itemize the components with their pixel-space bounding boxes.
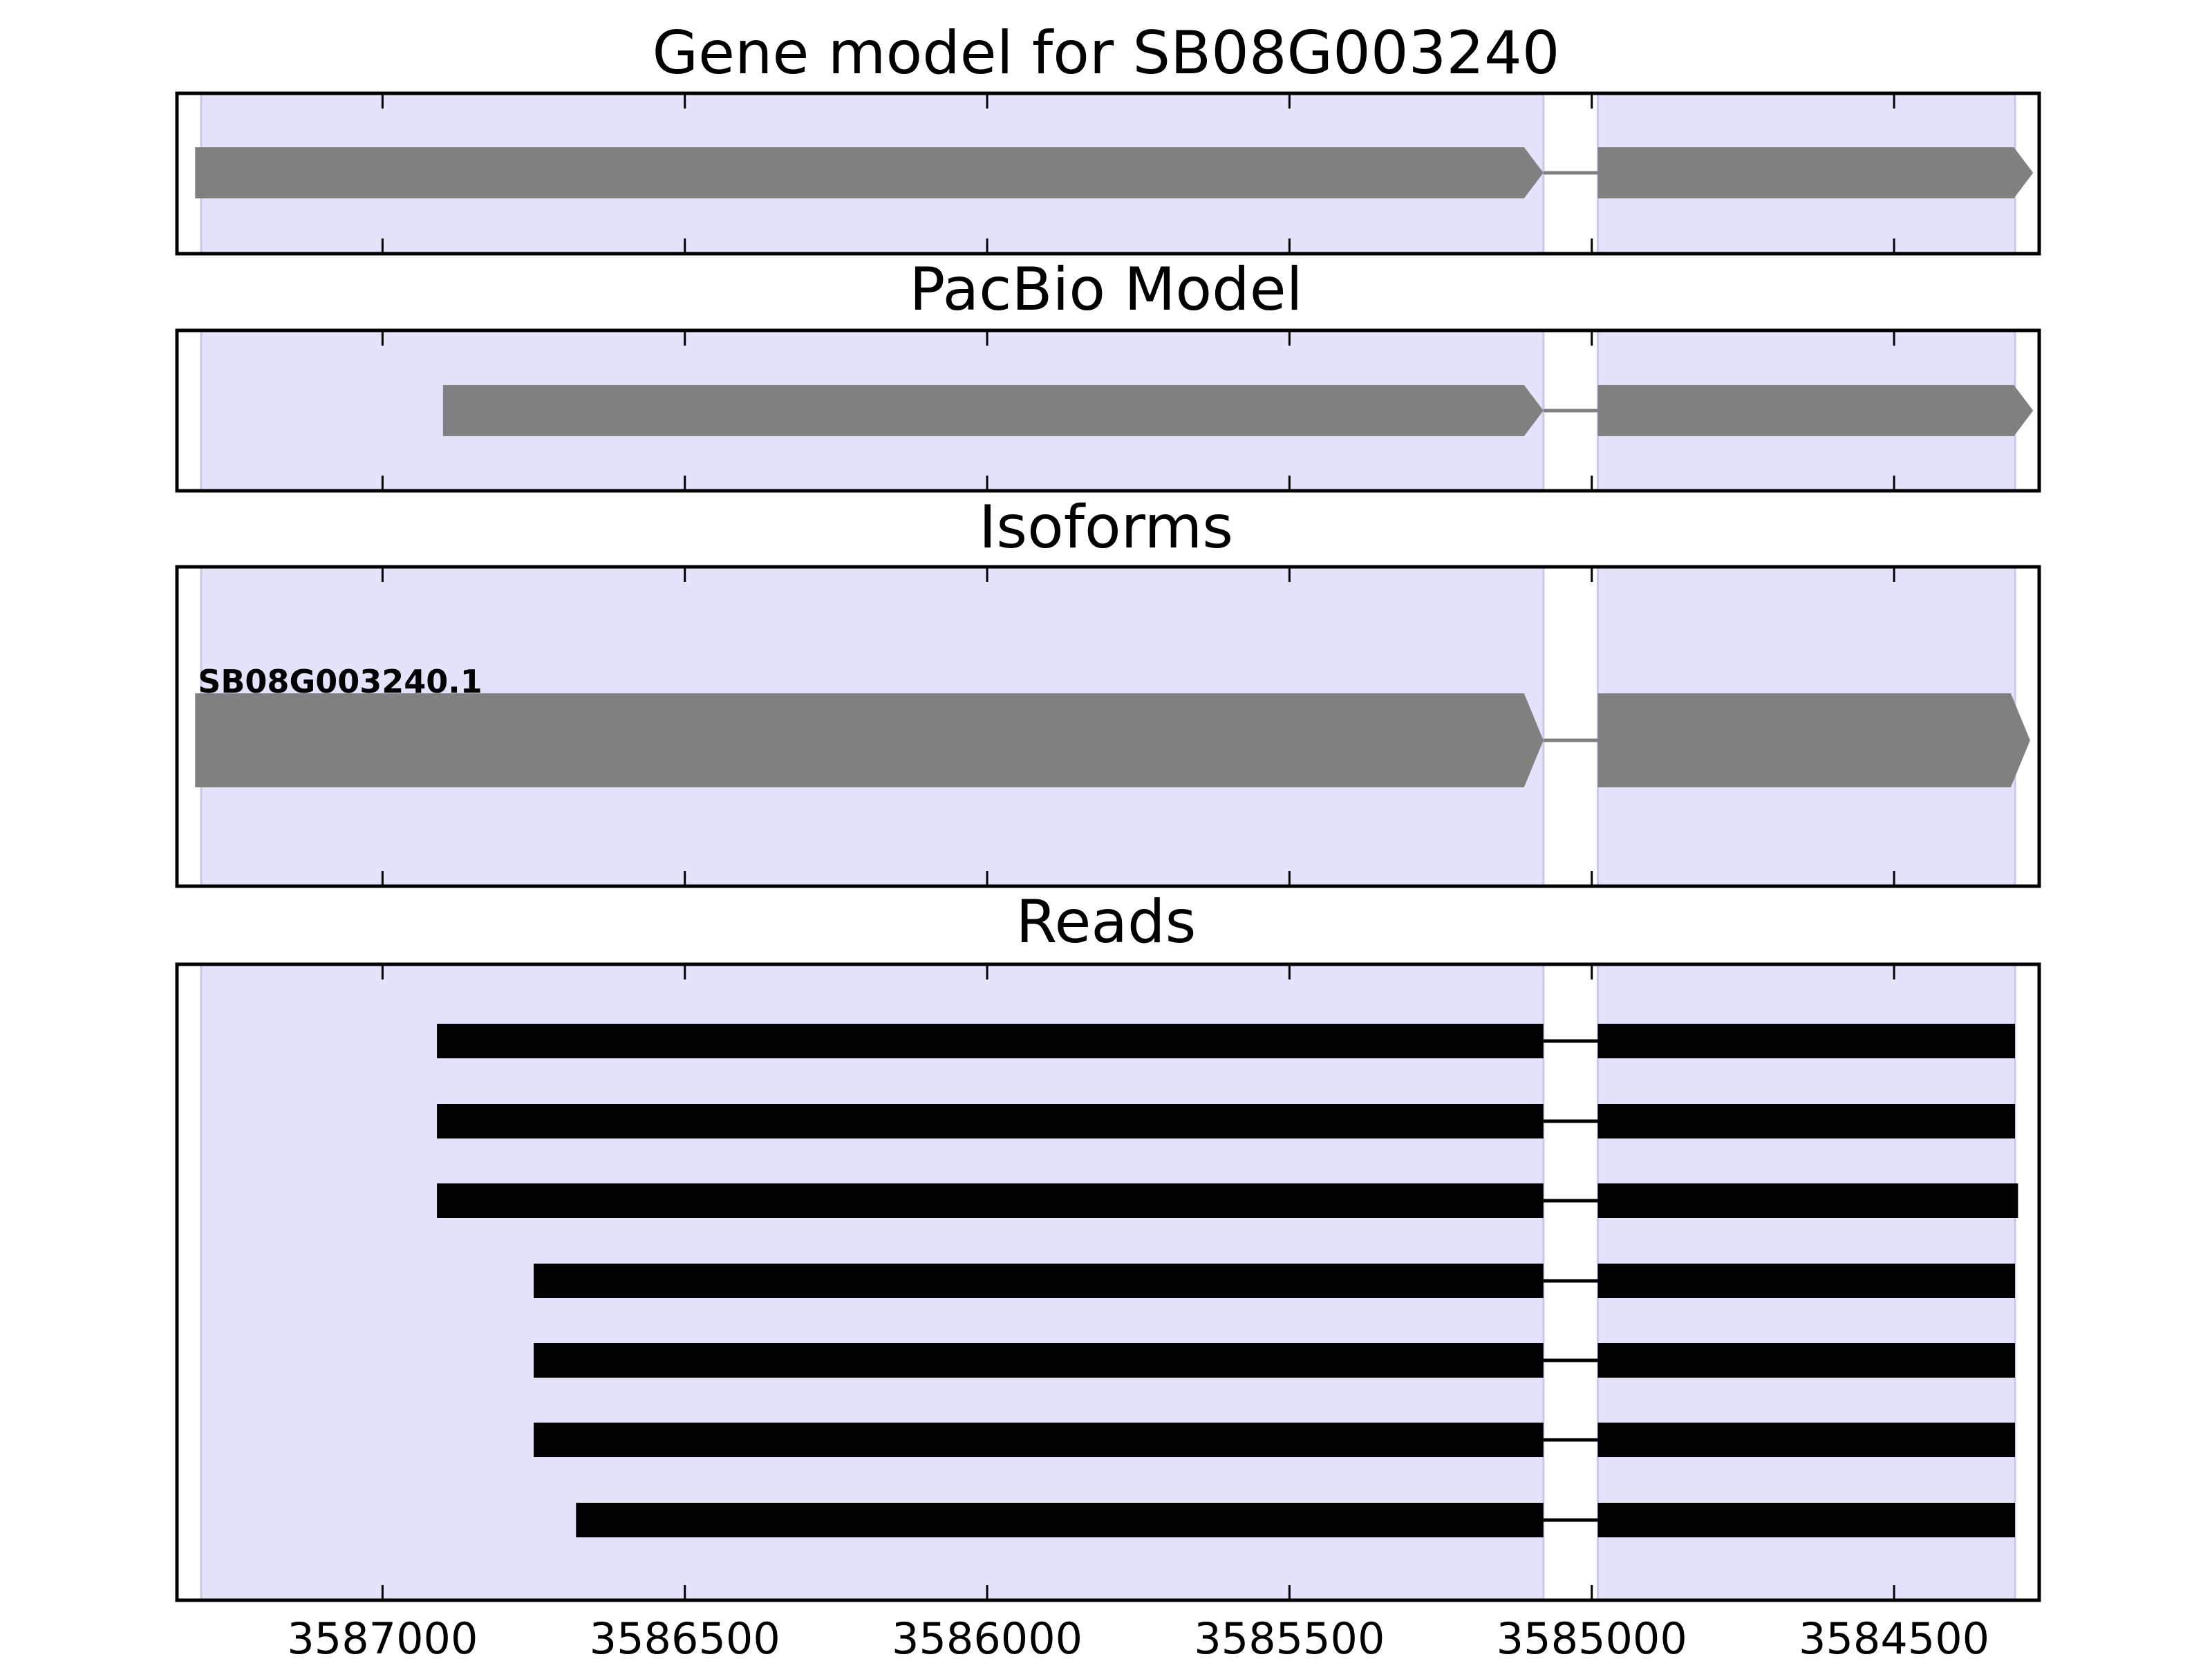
reads-read-exon-1 <box>437 1024 1544 1058</box>
panel-isoforms: Isoforms SB08G003240.1 <box>175 493 2041 888</box>
panel-pacbio-model: PacBio Model <box>175 255 2041 493</box>
reads-read-exon-2 <box>1597 1423 2016 1457</box>
reads-read-6 <box>534 1423 2016 1457</box>
pacbio-transcript-1 <box>442 385 2034 436</box>
panel-reads: Reads <box>175 888 2041 1602</box>
x-tick-label: 3585000 <box>1497 1613 1687 1659</box>
gene-model-exon-arrow-2 <box>1597 147 2034 198</box>
reads-frame <box>175 962 2041 1602</box>
isoform-label: SB08G003240.1 <box>198 663 482 700</box>
reads-read-4 <box>534 1264 2016 1298</box>
pacbio-exon-arrow-1 <box>442 385 1544 436</box>
reads-read-exon-2 <box>1597 1024 2016 1058</box>
reads-read-exon-1 <box>534 1264 1544 1298</box>
gene-model-ticks <box>381 93 1895 254</box>
reads-read-exon-1 <box>576 1503 1544 1537</box>
pacbio-ticks <box>381 330 1895 491</box>
isoforms-features: SB08G003240.1 <box>195 663 2030 787</box>
reads-read-exon-2 <box>1597 1264 2016 1298</box>
reads-read-5 <box>534 1343 2016 1378</box>
x-tick-label: 3586500 <box>590 1613 780 1659</box>
gene-model-frame <box>175 91 2041 256</box>
reads-read-exon-2 <box>1597 1183 2018 1218</box>
reads-read-exon-2 <box>1597 1503 2016 1537</box>
panel-gene-model: Gene model for SB08G003240 <box>175 19 2041 256</box>
isoforms-exon-arrow-1 <box>195 693 1544 787</box>
gene-model-features <box>195 147 2034 198</box>
pacbio-exon-arrow-2 <box>1597 385 2034 436</box>
panel-title-reads: Reads <box>1016 888 1197 957</box>
isoforms-transcript-1: SB08G003240.1 <box>195 663 2030 787</box>
reads-read-1 <box>437 1024 2016 1058</box>
reads-read-exon-1 <box>534 1423 1544 1457</box>
reads-read-exon-1 <box>437 1104 1544 1138</box>
x-tick-label: 3585500 <box>1194 1613 1385 1659</box>
panel-title-pacbio-model: PacBio Model <box>909 255 1302 324</box>
isoforms-ticks <box>381 567 1895 886</box>
isoforms-exon-arrow-2 <box>1597 693 2030 787</box>
reads-read-exon-1 <box>437 1183 1544 1218</box>
reads-read-exon-2 <box>1597 1104 2016 1138</box>
gene-model-transcript-1 <box>195 147 2034 198</box>
x-tick-label: 3586000 <box>892 1613 1082 1659</box>
gene-model-exon-arrow-1 <box>195 147 1544 198</box>
panel-title-isoforms: Isoforms <box>979 493 1233 562</box>
reads-read-3 <box>437 1183 2018 1218</box>
isoforms-frame <box>175 565 2041 888</box>
x-axis-tick-labels: 3587000 3586500 3586000 3585500 3585000 35845… <box>287 1613 1989 1659</box>
x-tick-label: 3584500 <box>1799 1613 1989 1659</box>
reads-read-7 <box>576 1503 2016 1537</box>
panel-title-gene-model: Gene model for SB08G003240 <box>653 19 1560 88</box>
pacbio-features <box>442 385 2034 436</box>
reads-read-exon-1 <box>534 1343 1544 1378</box>
pacbio-frame <box>175 328 2041 493</box>
reads-read-2 <box>437 1104 2016 1138</box>
reads-features <box>437 1024 2018 1537</box>
reads-ticks <box>381 964 1895 1600</box>
reads-read-exon-2 <box>1597 1343 2016 1378</box>
x-tick-label: 3587000 <box>287 1613 478 1659</box>
